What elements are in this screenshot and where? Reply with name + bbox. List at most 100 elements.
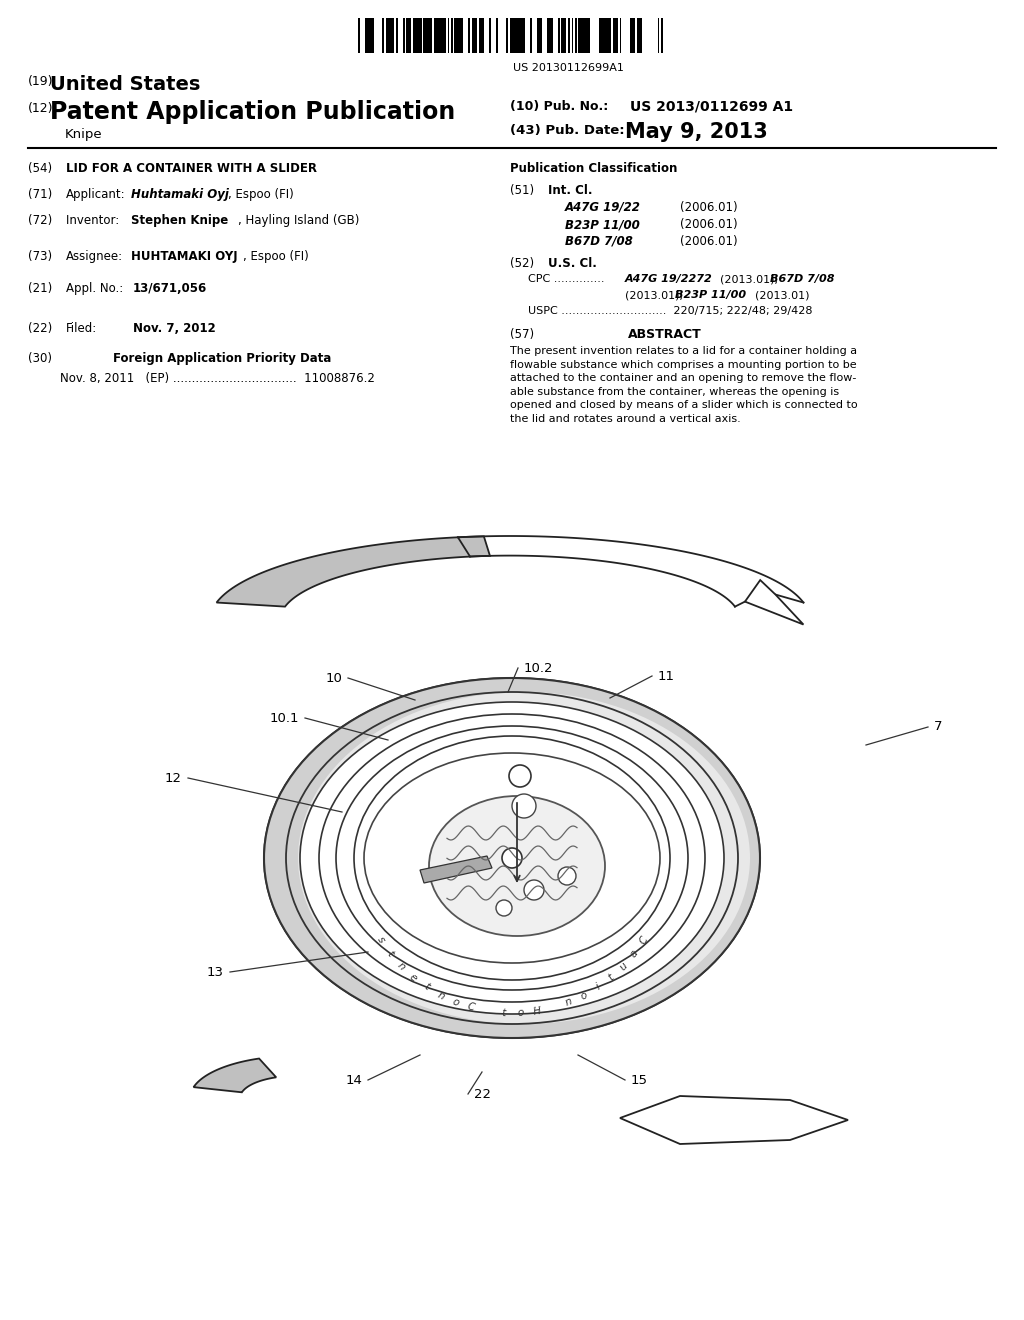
- Text: , Hayling Island (GB): , Hayling Island (GB): [238, 214, 359, 227]
- Bar: [437, 18, 440, 53]
- Text: (71): (71): [28, 187, 52, 201]
- Text: United States: United States: [50, 75, 201, 94]
- Text: USPC .............................  220/715; 222/48; 29/428: USPC ............................. 220/7…: [528, 306, 812, 315]
- Text: Knipe: Knipe: [65, 128, 102, 141]
- Bar: [402, 18, 404, 53]
- Bar: [630, 18, 634, 53]
- Text: 14: 14: [345, 1073, 362, 1086]
- Bar: [475, 18, 477, 53]
- Text: Int. Cl.: Int. Cl.: [548, 183, 593, 197]
- Text: (30): (30): [28, 352, 52, 366]
- Bar: [510, 18, 513, 53]
- Text: t: t: [502, 1007, 506, 1018]
- Text: 15: 15: [631, 1073, 648, 1086]
- Text: n: n: [563, 997, 573, 1008]
- Bar: [478, 18, 482, 53]
- Text: o: o: [451, 997, 461, 1008]
- Text: 10.2: 10.2: [524, 661, 554, 675]
- Text: (2006.01): (2006.01): [680, 235, 737, 248]
- Text: (73): (73): [28, 249, 52, 263]
- Ellipse shape: [346, 738, 678, 978]
- Bar: [413, 18, 417, 53]
- Bar: [506, 18, 508, 53]
- Text: B67D 7/08: B67D 7/08: [565, 235, 633, 248]
- Text: , Espoo (FI): , Espoo (FI): [228, 187, 294, 201]
- Circle shape: [502, 847, 522, 869]
- Text: 13: 13: [207, 965, 224, 978]
- Text: (52): (52): [510, 257, 535, 271]
- Circle shape: [509, 766, 531, 787]
- Bar: [386, 18, 389, 53]
- Ellipse shape: [354, 737, 670, 979]
- Text: Appl. No.:: Appl. No.:: [66, 282, 123, 294]
- Text: B23P 11/00: B23P 11/00: [565, 218, 640, 231]
- Text: (22): (22): [28, 322, 52, 335]
- Bar: [551, 18, 553, 53]
- Circle shape: [496, 900, 512, 916]
- Text: t: t: [385, 949, 395, 958]
- Ellipse shape: [264, 678, 760, 1038]
- Text: (2013.01);: (2013.01);: [720, 275, 778, 284]
- Bar: [396, 18, 397, 53]
- Text: The present invention relates to a lid for a container holding a
flowable substa: The present invention relates to a lid f…: [510, 346, 858, 424]
- Text: 7: 7: [934, 721, 942, 734]
- Ellipse shape: [318, 718, 706, 998]
- Text: e: e: [408, 972, 419, 983]
- Text: ABSTRACT: ABSTRACT: [628, 327, 701, 341]
- Bar: [369, 18, 374, 53]
- Text: C: C: [637, 935, 649, 946]
- Bar: [427, 18, 432, 53]
- Text: a: a: [628, 948, 640, 960]
- Bar: [579, 18, 582, 53]
- Bar: [657, 18, 659, 53]
- Text: Huhtamaki Oyj: Huhtamaki Oyj: [131, 187, 229, 201]
- Bar: [382, 18, 384, 53]
- Bar: [568, 18, 569, 53]
- Bar: [468, 18, 470, 53]
- Text: US 2013/0112699 A1: US 2013/0112699 A1: [630, 100, 794, 114]
- Text: 11: 11: [658, 669, 675, 682]
- Bar: [564, 18, 566, 53]
- Bar: [444, 18, 445, 53]
- Bar: [558, 18, 559, 53]
- Bar: [496, 18, 498, 53]
- Ellipse shape: [364, 752, 660, 964]
- Text: HUHTAMAKI OYJ: HUHTAMAKI OYJ: [131, 249, 238, 263]
- Text: Filed:: Filed:: [66, 322, 97, 335]
- Text: (2013.01): (2013.01): [755, 290, 810, 300]
- Text: Applicant:: Applicant:: [66, 187, 126, 201]
- Text: US 20130112699A1: US 20130112699A1: [513, 63, 624, 73]
- Bar: [462, 18, 463, 53]
- Ellipse shape: [332, 727, 692, 989]
- Text: (21): (21): [28, 282, 52, 294]
- Text: Nov. 8, 2011   (EP) .................................  11008876.2: Nov. 8, 2011 (EP) ......................…: [60, 372, 375, 385]
- Text: , Espoo (FI): , Espoo (FI): [243, 249, 309, 263]
- Text: (72): (72): [28, 214, 52, 227]
- Text: n: n: [395, 960, 407, 972]
- Text: Publication Classification: Publication Classification: [510, 162, 677, 176]
- Text: U.S. Cl.: U.S. Cl.: [548, 257, 597, 271]
- Text: (2006.01): (2006.01): [680, 201, 737, 214]
- Ellipse shape: [264, 678, 760, 1038]
- Text: o: o: [579, 990, 589, 1002]
- Text: o: o: [517, 1007, 523, 1018]
- Text: 10: 10: [326, 672, 342, 685]
- Text: 10.1: 10.1: [269, 711, 299, 725]
- Polygon shape: [194, 1059, 276, 1093]
- Text: Assignee:: Assignee:: [66, 249, 123, 263]
- Text: Inventor:: Inventor:: [66, 214, 123, 227]
- Text: (10) Pub. No.:: (10) Pub. No.:: [510, 100, 608, 114]
- Text: H: H: [532, 1006, 542, 1016]
- Polygon shape: [216, 536, 489, 607]
- Text: A47G 19/2272: A47G 19/2272: [625, 275, 713, 284]
- Text: Foreign Application Priority Data: Foreign Application Priority Data: [113, 352, 332, 366]
- Bar: [548, 18, 551, 53]
- Text: Patent Application Publication: Patent Application Publication: [50, 100, 456, 124]
- Text: Nov. 7, 2012: Nov. 7, 2012: [133, 322, 216, 335]
- Text: t: t: [422, 982, 431, 993]
- Text: (51): (51): [510, 183, 535, 197]
- Bar: [440, 18, 444, 53]
- Text: i: i: [594, 982, 602, 993]
- Text: A47G 19/22: A47G 19/22: [565, 201, 641, 214]
- Bar: [451, 18, 453, 53]
